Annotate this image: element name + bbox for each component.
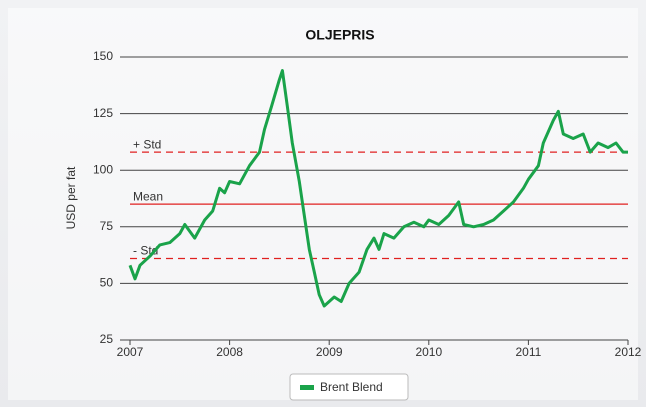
chart-title: OLJEPRIS bbox=[305, 27, 374, 43]
legend-swatch bbox=[300, 385, 314, 390]
y-tick-label: 25 bbox=[100, 332, 114, 346]
data-line bbox=[128, 69, 628, 308]
x-tick-label: 2008 bbox=[216, 345, 243, 359]
x-tick-label: 2010 bbox=[415, 345, 442, 359]
y-tick-label: 75 bbox=[100, 219, 114, 233]
reference-label: + Std bbox=[133, 137, 161, 151]
y-axis-label: USD per fat bbox=[64, 166, 78, 229]
y-tick-label: 150 bbox=[93, 49, 113, 63]
x-tick-label: 2011 bbox=[515, 345, 541, 359]
y-tick-label: 100 bbox=[93, 162, 113, 176]
legend-label: Brent Blend bbox=[320, 380, 383, 394]
x-tick-label: 2007 bbox=[117, 345, 144, 359]
reference-label: Mean bbox=[133, 189, 163, 203]
x-tick-label: 2009 bbox=[316, 345, 343, 359]
legend-box bbox=[289, 373, 409, 401]
y-tick-label: 125 bbox=[93, 106, 113, 120]
y-tick-label: 50 bbox=[100, 276, 114, 290]
x-tick-label: 2012 bbox=[615, 345, 642, 359]
